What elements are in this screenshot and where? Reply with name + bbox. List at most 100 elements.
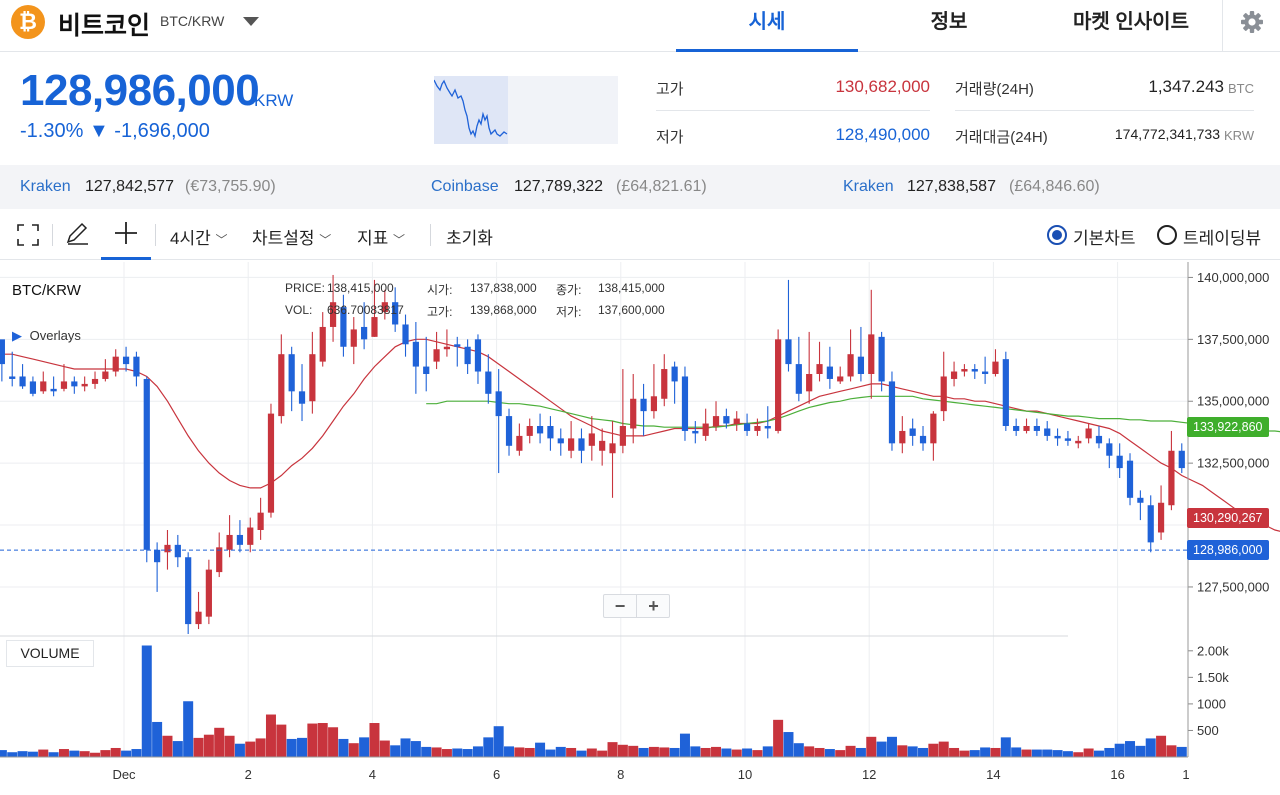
- candle-down: [795, 364, 802, 394]
- candle-down: [878, 336, 885, 382]
- amount-24h-unit: KRW: [1224, 128, 1255, 143]
- chart-settings-label: 차트설정: [252, 229, 315, 248]
- candle-up: [40, 381, 47, 392]
- tab-market-insight[interactable]: 마켓 인사이트: [1073, 11, 1189, 33]
- volume-bar: [721, 748, 732, 757]
- indicators-dropdown[interactable]: 지표 ﹀: [357, 224, 405, 249]
- volume-bar: [990, 747, 1001, 757]
- volume-bar: [555, 746, 566, 757]
- change-amount: ▼ -1,696,000: [88, 120, 210, 142]
- chevron-down-icon: ﹀: [393, 233, 406, 247]
- tab-price[interactable]: 시세: [676, 0, 858, 52]
- volume-bar: [441, 749, 452, 757]
- crosshair-open-value: 137,838,000: [470, 281, 537, 295]
- candle-down: [9, 376, 16, 379]
- volume-bar: [586, 748, 597, 757]
- crosshair-close-value: 138,415,000: [598, 281, 665, 295]
- last-price-badge: 128,986,000: [1187, 540, 1269, 560]
- volume-bar: [58, 749, 69, 757]
- volume-bar: [390, 745, 401, 757]
- high-label: 고가: [656, 81, 684, 98]
- exchange-name[interactable]: Kraken: [843, 178, 894, 195]
- y-tick-label: 132,500,000: [1197, 456, 1269, 471]
- candle-up: [1023, 426, 1030, 431]
- volume-bar: [1104, 747, 1115, 757]
- candle-up: [381, 302, 388, 313]
- exchange-name[interactable]: Kraken: [20, 178, 71, 195]
- exchange-price: 127,838,587: [907, 178, 996, 195]
- candle-up: [216, 547, 223, 573]
- x-tick-label: 4: [369, 767, 376, 782]
- reset-button[interactable]: 초기화: [446, 229, 493, 248]
- candle-up: [81, 383, 88, 387]
- exchange-prices-strip: Kraken 127,842,577 (€73,755.90) Coinbase…: [0, 165, 1280, 209]
- basic-chart-label[interactable]: 기본차트: [1073, 229, 1136, 248]
- x-tick-label: 12: [862, 767, 876, 782]
- candle-down: [154, 549, 161, 563]
- candle-up: [992, 361, 999, 374]
- volume-bar: [876, 741, 887, 757]
- volume-bar: [1145, 738, 1156, 757]
- volume-bar: [814, 747, 825, 757]
- volume-bar: [0, 750, 7, 757]
- overlays-toggle[interactable]: ▶ Overlays: [12, 328, 81, 344]
- crosshair-icon[interactable]: [101, 210, 151, 260]
- volume-bar: [255, 738, 266, 757]
- candle-up: [806, 374, 813, 392]
- volume-bar: [472, 746, 483, 757]
- price-chart[interactable]: 140,000,000 137,500,000 135,000,000 132,500…: [0, 262, 1280, 790]
- fullscreen-icon[interactable]: [16, 223, 40, 252]
- candle-up: [112, 356, 119, 372]
- candle-up: [650, 396, 658, 412]
- volume-bar: [245, 741, 256, 757]
- candle-up: [599, 440, 606, 451]
- candle-up: [754, 426, 761, 431]
- candle-up: [568, 438, 575, 451]
- tradingview-radio[interactable]: [1157, 225, 1177, 245]
- chevron-down-icon: ﹀: [215, 233, 228, 247]
- candlestick-chart-svg[interactable]: 140,000,000 137,500,000 135,000,000 132,500…: [0, 262, 1280, 790]
- candle-down: [982, 371, 989, 374]
- volume-bar: [566, 747, 577, 757]
- volume-tick-label: 2.00k: [1197, 643, 1229, 658]
- volume-bar: [762, 746, 773, 757]
- candle-down: [692, 430, 699, 434]
- pencil-draw-icon[interactable]: [64, 222, 90, 253]
- low-label: 저가: [656, 129, 684, 146]
- candle-down: [185, 557, 192, 625]
- candle-up: [940, 376, 947, 412]
- zoom-controls: − +: [603, 594, 670, 618]
- volume-bar: [1093, 750, 1104, 757]
- candle-down: [423, 366, 430, 374]
- volume-bar: [793, 743, 804, 757]
- candle-up: [350, 329, 357, 347]
- volume-bar: [918, 747, 929, 757]
- x-tick-label: 1: [1182, 767, 1189, 782]
- zoom-in-button[interactable]: +: [648, 596, 659, 616]
- volume-bar: [907, 746, 918, 757]
- zoom-out-button[interactable]: −: [604, 595, 637, 617]
- candle-down: [671, 366, 678, 382]
- candle-up: [950, 371, 958, 379]
- candle-up: [164, 544, 171, 553]
- price-change: -1.30% ▼ -1,696,000: [20, 120, 210, 143]
- volume-bar: [1083, 748, 1094, 757]
- volume-bar: [338, 738, 349, 757]
- tradingview-label[interactable]: 트레이딩뷰: [1183, 229, 1262, 248]
- volume-bar: [897, 745, 908, 757]
- amount-24h-label: 거래대금(24H): [955, 129, 1048, 146]
- candle-down: [19, 376, 26, 387]
- overlays-label: Overlays: [29, 328, 81, 343]
- crosshair-vol-label: VOL:: [285, 303, 313, 317]
- volume-bar: [203, 734, 214, 757]
- exchange-name[interactable]: Coinbase: [431, 178, 499, 195]
- app-header: ₿ 비트코인 BTC/KRW 시세 정보 마켓 인사이트: [0, 0, 1280, 52]
- settings-gear-icon[interactable]: [1222, 0, 1280, 52]
- interval-dropdown[interactable]: 4시간 ﹀: [170, 224, 228, 249]
- candle-up: [278, 354, 285, 417]
- tab-info[interactable]: 정보: [930, 11, 968, 33]
- candle-down: [298, 391, 306, 404]
- coin-select-chevron-down-icon[interactable]: [243, 17, 259, 26]
- basic-chart-radio[interactable]: [1047, 225, 1067, 245]
- chart-settings-dropdown[interactable]: 차트설정 ﹀: [252, 224, 331, 249]
